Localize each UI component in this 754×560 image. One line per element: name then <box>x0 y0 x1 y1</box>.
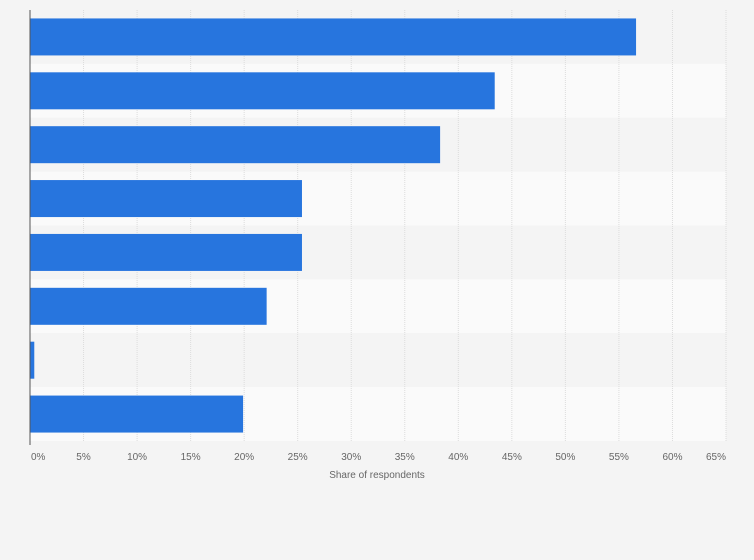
x-tick-label-30: 30% <box>341 452 361 463</box>
bar-2 <box>30 72 495 110</box>
x-axis-title: Share of respondents <box>329 470 425 481</box>
bars <box>30 18 637 433</box>
bar-8 <box>30 395 244 433</box>
x-tick-label-60: 60% <box>662 452 682 463</box>
bar-3 <box>30 126 441 164</box>
bar-6 <box>30 287 267 325</box>
x-tick-label-50: 50% <box>555 452 575 463</box>
x-tick-label-5: 5% <box>76 452 91 463</box>
x-tick-label-20: 20% <box>234 452 254 463</box>
bar-1 <box>30 18 637 56</box>
row-band-7 <box>30 333 726 388</box>
bar-5 <box>30 233 302 271</box>
x-tick-label-40: 40% <box>448 452 468 463</box>
x-tick-label-25: 25% <box>288 452 308 463</box>
x-tick-label-0: 0% <box>31 452 46 463</box>
x-tick-label-55: 55% <box>609 452 629 463</box>
bar-7 <box>30 341 35 379</box>
x-tick-label-65: 65% <box>706 452 726 463</box>
x-tick-label-15: 15% <box>181 452 201 463</box>
x-tick-label-35: 35% <box>395 452 415 463</box>
bar-4 <box>30 180 302 218</box>
x-tick-label-10: 10% <box>127 452 147 463</box>
x-tick-labels: 0% 5% 10% 15% 20% 25% 30% 35% 40% 45% 50% 55% 60% 65% <box>31 452 726 463</box>
x-tick-label-45: 45% <box>502 452 522 463</box>
